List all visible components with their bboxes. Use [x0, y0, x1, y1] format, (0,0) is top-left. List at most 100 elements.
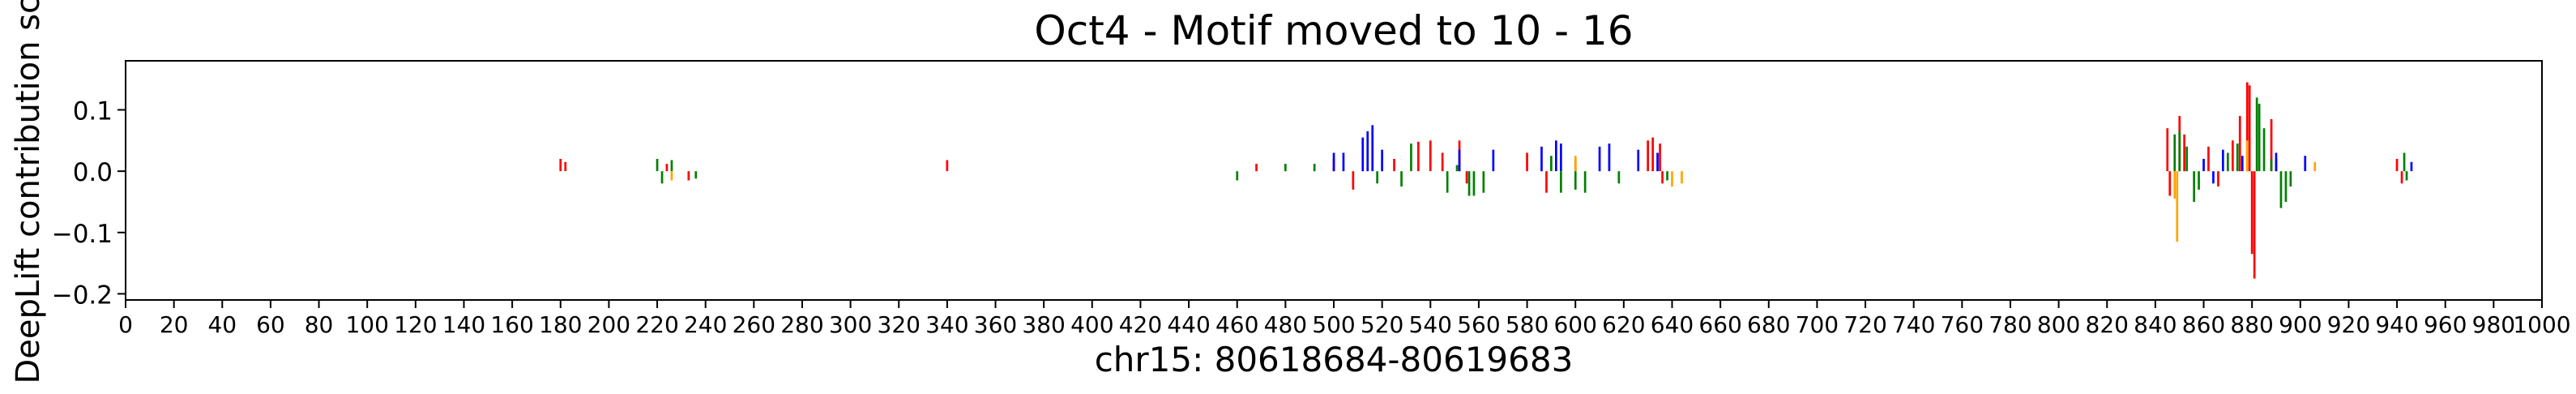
- x-axis: 0 20 40 60 80 100 120 140 160 180 200 220 240 260 280 3…: [118, 300, 2571, 338]
- contribution-bar: [1393, 159, 1395, 172]
- x-tick-label: 280: [780, 311, 823, 338]
- x-tick-label: 800: [2037, 311, 2080, 338]
- contribution-bar: [1381, 149, 1383, 172]
- contribution-bar: [2222, 149, 2224, 172]
- contribution-bar: [2270, 118, 2273, 172]
- contribution-bar: [2241, 156, 2244, 172]
- contribution-bar: [687, 171, 690, 181]
- contribution-bar: [1255, 164, 1258, 172]
- x-tick-label: 620: [1602, 311, 1645, 338]
- contribution-bar: [1467, 171, 1471, 196]
- contribution-bar: [1526, 152, 1528, 172]
- contribution-bar: [1332, 152, 1335, 172]
- contribution-bar: [2202, 159, 2205, 172]
- contribution-bar: [1455, 165, 1459, 172]
- contribution-bar: [2168, 171, 2172, 196]
- contribution-bar: [1656, 152, 1659, 172]
- contribution-bar: [2250, 171, 2253, 255]
- contribution-bar: [1560, 171, 1562, 193]
- x-tick-label: 400: [1070, 311, 1113, 338]
- contribution-bar: [1555, 140, 1557, 172]
- contribution-bar: [2284, 171, 2288, 202]
- x-tick-label: 200: [587, 311, 630, 338]
- contribution-bar: [2193, 171, 2195, 202]
- contribution-bar: [1371, 125, 1374, 172]
- x-tick-label: 780: [1989, 311, 2031, 338]
- contribution-bar: [1342, 152, 1345, 172]
- contribution-bar: [1429, 140, 1432, 172]
- contribution-bar: [656, 159, 659, 172]
- x-tick-label: 760: [1941, 311, 1984, 338]
- x-tick-label: 180: [539, 311, 582, 338]
- contribution-bar: [1617, 171, 1621, 184]
- contribution-bar: [2166, 128, 2169, 172]
- contribution-bar: [1540, 146, 1543, 172]
- contribution-bar: [1608, 143, 1611, 172]
- contribution-bar: [2395, 159, 2399, 172]
- contribution-bar: [2178, 131, 2181, 172]
- contribution-bar: [1236, 171, 1239, 181]
- contribution-bar: [1659, 143, 1661, 172]
- x-tick-label: 720: [1843, 311, 1886, 338]
- x-tick-label: 560: [1457, 311, 1500, 338]
- x-tick-label: 820: [2086, 311, 2129, 338]
- contribution-bar: [2304, 156, 2307, 172]
- contribution-bar: [670, 171, 673, 181]
- x-tick-label: 700: [1796, 311, 1839, 338]
- contribution-bar: [1352, 171, 1355, 190]
- y-axis-label: DeepLift contribution sco: [10, 0, 47, 384]
- y-tick-label: 0.1: [73, 97, 113, 126]
- contribution-bar: [2245, 82, 2249, 172]
- x-axis-label: chr15: 80618684-80619683: [1095, 340, 1574, 379]
- x-tick-label: 360: [974, 311, 1017, 338]
- contribution-bar: [2270, 159, 2273, 172]
- x-tick-label: 260: [733, 311, 775, 338]
- contribution-bar: [2173, 171, 2177, 199]
- x-tick-label: 220: [635, 311, 678, 338]
- x-tick-label: 640: [1651, 311, 1694, 338]
- x-tick-label: 880: [2230, 311, 2273, 338]
- contribution-bar: [1441, 152, 1444, 172]
- contribution-bar: [1647, 140, 1649, 172]
- contribution-bar: [1666, 171, 1668, 181]
- contribution-bar: [2275, 152, 2278, 172]
- x-tick-label: 20: [160, 311, 189, 338]
- contribution-bar: [2176, 171, 2179, 242]
- x-tick-label: 840: [2134, 311, 2177, 338]
- contribution-bar: [2185, 146, 2188, 172]
- contribution-bar: [2258, 103, 2261, 172]
- x-tick-label: 920: [2327, 311, 2370, 338]
- contribution-bar: [1545, 171, 1548, 193]
- contribution-bar: [2400, 171, 2403, 184]
- contribution-bar: [665, 164, 669, 172]
- contribution-bar: [1366, 131, 1369, 172]
- y-tick-label: −0.2: [52, 281, 113, 310]
- contribution-bar: [2313, 161, 2317, 172]
- contribution-bar: [2212, 171, 2215, 184]
- contribution-bar: [2217, 171, 2219, 187]
- contribution-bar: [2207, 146, 2210, 172]
- contribution-bar: [1400, 171, 1403, 187]
- contribution-bar: [2245, 140, 2249, 172]
- x-tick-label: 600: [1553, 311, 1596, 338]
- contribution-bar: [2289, 171, 2292, 187]
- x-tick-label: 980: [2472, 311, 2515, 338]
- x-tick-label: 160: [490, 311, 533, 338]
- x-tick-label: 460: [1215, 311, 1258, 338]
- plot-frame: [125, 60, 2543, 301]
- contribution-bar: [2227, 152, 2229, 172]
- contribution-bar: [564, 161, 567, 172]
- contribution-bar: [1492, 149, 1495, 172]
- x-tick-label: 440: [1167, 311, 1210, 338]
- contribution-bar: [1465, 171, 1468, 184]
- contribution-bar: [1681, 171, 1683, 184]
- x-tick-label: 120: [394, 311, 437, 338]
- contribution-bar: [2253, 171, 2256, 279]
- x-tick-label: 500: [1312, 311, 1355, 338]
- contribution-bar: [1671, 171, 1673, 187]
- contribution-bar: [2279, 171, 2283, 208]
- x-tick-label: 300: [829, 311, 872, 338]
- x-tick-label: 540: [1409, 311, 1452, 338]
- contribution-bar: [1313, 164, 1316, 172]
